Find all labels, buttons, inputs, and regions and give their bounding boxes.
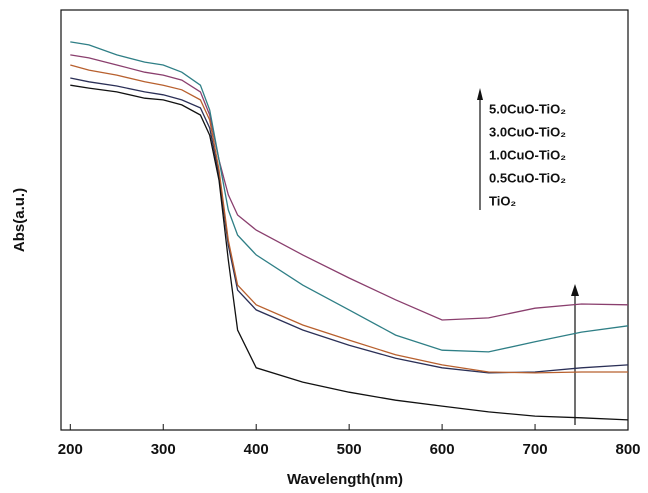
x-tick-label: 700 (523, 441, 548, 458)
x-tick-label: 400 (244, 441, 269, 458)
y-axis-label: Abs(a.u.) (11, 188, 28, 252)
legend-text: 5.0CuO-TiO₂ (489, 101, 566, 116)
arrow-head (477, 88, 483, 100)
series-line (70, 64, 628, 374)
x-tick-label: 500 (337, 441, 362, 458)
x-tick-label: 800 (615, 441, 640, 458)
legend-text: 0.5CuO-TiO₂ (489, 170, 566, 185)
series-line (70, 77, 629, 374)
series-line (70, 84, 629, 421)
legend-text: 1.0CuO-TiO₂ (489, 147, 566, 162)
x-tick-label: 600 (430, 441, 455, 458)
series-line (70, 54, 629, 321)
x-axis-label: Wavelength(nm) (287, 471, 403, 488)
series-line (70, 41, 629, 353)
x-tick-label: 300 (151, 441, 176, 458)
arrow-head (571, 284, 579, 296)
legend-text: 3.0CuO-TiO₂ (489, 124, 566, 139)
plot-frame (60, 9, 629, 431)
legend-text: TiO₂ (489, 193, 516, 208)
x-tick-label: 200 (58, 441, 83, 458)
